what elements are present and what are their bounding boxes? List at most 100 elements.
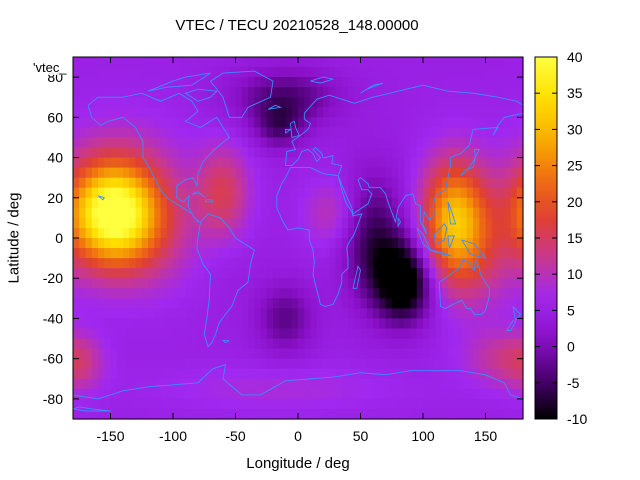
heatmap-cell: [241, 77, 249, 88]
heatmap-cell: [404, 258, 412, 269]
heatmap-cell: [316, 177, 324, 189]
heatmap-cell: [129, 167, 137, 179]
heatmap-cell: [516, 227, 524, 239]
heatmap-cell: [223, 77, 230, 88]
coastline-path: [285, 128, 292, 134]
heatmap-cell: [104, 308, 112, 320]
heatmap-cell: [91, 238, 99, 249]
heatmap-cell: [291, 67, 299, 78]
heatmap-cell: [448, 258, 455, 269]
heatmap-cell: [310, 137, 318, 149]
heatmap-cell: [491, 338, 499, 350]
heatmap-cell: [204, 207, 212, 219]
heatmap-cell: [198, 97, 205, 108]
heatmap-cell: [123, 57, 130, 68]
heatmap-cell: [491, 378, 499, 390]
heatmap-cell: [498, 117, 505, 128]
heatmap-cell: [210, 217, 218, 229]
heatmap-cell: [460, 318, 468, 330]
heatmap-cell: [504, 348, 512, 360]
heatmap-cell: [323, 97, 330, 108]
heatmap-cell: [348, 248, 355, 259]
heatmap-cell: [448, 368, 455, 380]
heatmap-cell: [135, 238, 143, 249]
heatmap-cell: [135, 177, 143, 189]
heatmap-cell: [391, 167, 399, 179]
heatmap-cell: [85, 348, 93, 360]
heatmap-cell: [360, 238, 368, 249]
heatmap-cell: [123, 308, 130, 320]
heatmap-cell: [241, 408, 249, 420]
heatmap-cell: [416, 227, 424, 239]
heatmap-cell: [210, 227, 218, 239]
heatmap-cell: [441, 117, 449, 128]
heatmap-cell: [516, 288, 524, 299]
heatmap-cell: [348, 227, 355, 239]
heatmap-cell: [404, 338, 412, 350]
heatmap-cell: [148, 187, 155, 199]
heatmap-cell: [354, 328, 362, 340]
heatmap-cell: [460, 348, 468, 360]
heatmap-cell: [185, 358, 193, 370]
heatmap-cell: [291, 187, 299, 199]
heatmap-cell: [291, 127, 299, 139]
heatmap-cell: [410, 57, 418, 68]
heatmap-cell: [298, 67, 305, 78]
heatmap-cell: [310, 308, 318, 320]
heatmap-cell: [516, 238, 524, 249]
heatmap-cell: [341, 308, 349, 320]
heatmap-cell: [354, 227, 362, 239]
heatmap-cell: [160, 288, 168, 299]
heatmap-cell: [429, 77, 437, 88]
y-tick-label: 40: [47, 150, 63, 166]
heatmap-cell: [410, 167, 418, 179]
heatmap-cell: [479, 348, 487, 360]
heatmap-cell: [98, 57, 105, 68]
heatmap-cell: [216, 67, 224, 78]
heatmap-cell: [148, 207, 155, 219]
heatmap-cell: [235, 77, 243, 88]
heatmap-cell: [423, 358, 430, 370]
heatmap-cell: [473, 117, 480, 128]
heatmap-cell: [360, 328, 368, 340]
heatmap-cell: [191, 97, 199, 108]
heatmap-cell: [210, 248, 218, 259]
heatmap-cell: [498, 348, 505, 360]
heatmap-cell: [479, 77, 487, 88]
heatmap-cell: [79, 238, 87, 249]
heatmap-cell: [504, 378, 512, 390]
heatmap-cell: [98, 177, 105, 189]
heatmap-cell: [235, 87, 243, 98]
heatmap-cell: [216, 87, 224, 98]
heatmap-cell: [341, 57, 349, 68]
heatmap-cell: [510, 398, 518, 410]
heatmap-cell: [291, 137, 299, 149]
heatmap-cell: [248, 278, 255, 289]
heatmap-cell: [85, 147, 93, 159]
heatmap-cell: [135, 388, 143, 400]
heatmap-cell: [210, 147, 218, 159]
coastline-path: [310, 76, 335, 84]
heatmap-cell: [204, 268, 212, 279]
heatmap-cell: [510, 177, 518, 189]
heatmap-cell: [98, 238, 105, 249]
heatmap-cell: [73, 268, 80, 279]
heatmap-cell: [441, 147, 449, 159]
heatmap-cell: [248, 217, 255, 229]
heatmap-cell: [316, 187, 324, 199]
heatmap-cell: [198, 217, 205, 229]
heatmap-cell: [116, 207, 124, 219]
heatmap-cell: [341, 97, 349, 108]
heatmap-cell: [204, 298, 212, 309]
heatmap-cell: [360, 268, 368, 279]
colorbar-tick-label: 15: [567, 230, 583, 246]
heatmap-cell: [91, 268, 99, 279]
heatmap-cell: [148, 398, 155, 410]
heatmap-cell: [135, 408, 143, 420]
heatmap-cell: [73, 117, 80, 128]
heatmap-cell: [123, 87, 130, 98]
heatmap-cell: [179, 318, 187, 330]
heatmap-cell: [298, 268, 305, 279]
heatmap-cell: [204, 348, 212, 360]
heatmap-cell: [391, 278, 399, 289]
